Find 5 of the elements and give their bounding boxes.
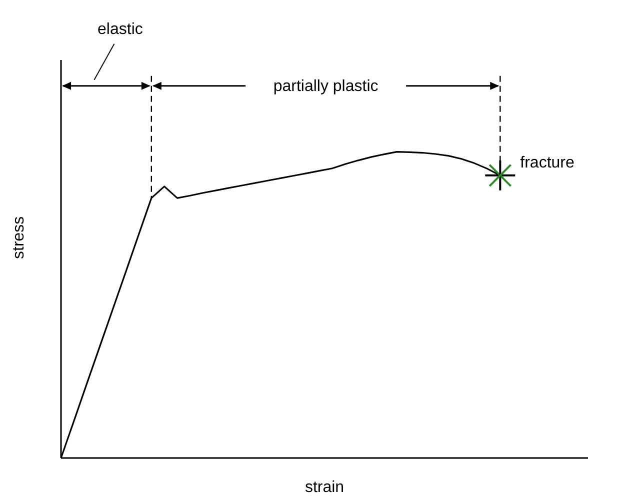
text: elastic [98, 20, 143, 38]
text: fracture [520, 154, 575, 172]
text: partially plastic [273, 78, 378, 95]
x-axis-title: strain [304, 479, 344, 496]
y-axis-title: stress [10, 216, 28, 259]
